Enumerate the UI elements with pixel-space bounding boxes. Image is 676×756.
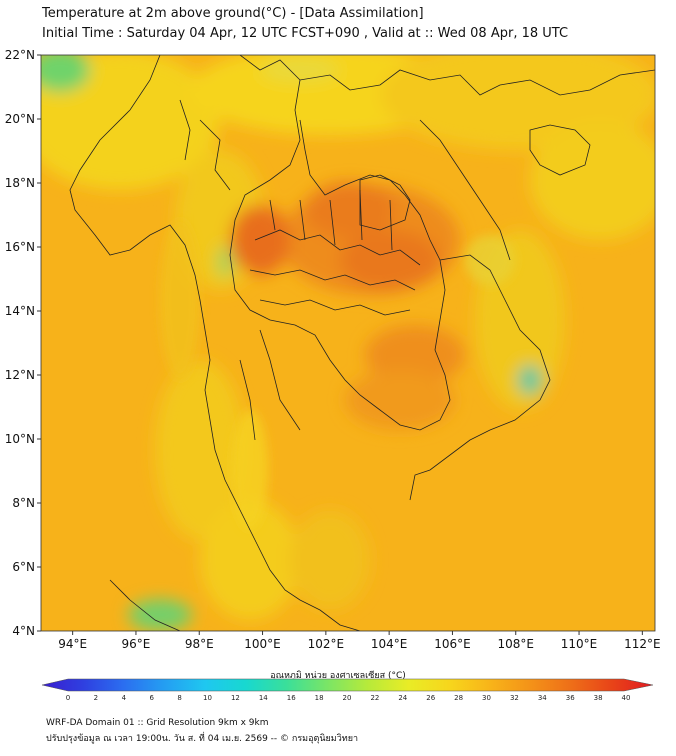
- colorbar-tick-label: 10: [203, 694, 212, 702]
- lat-tick-label: 10°N: [5, 432, 35, 446]
- lat-tick-label: 12°N: [5, 368, 35, 382]
- lon-tick-label: 96°E: [122, 637, 151, 651]
- lat-tick-label: 16°N: [5, 240, 35, 254]
- colorbar-tick-label: 36: [566, 694, 575, 702]
- colorbar-title: อุณหภูมิ หน่วย องศาเซลเซียส (°C): [270, 671, 406, 681]
- colorbar-tick-label: 26: [426, 694, 435, 702]
- colorbar-tick-label: 0: [66, 694, 70, 702]
- colorbar-tick-label: 4: [122, 694, 127, 702]
- lat-tick-label: 6°N: [12, 560, 35, 574]
- colorbar-tick-label: 18: [315, 694, 324, 702]
- colorbar-tick-label: 32: [510, 694, 519, 702]
- lat-tick-label: 8°N: [12, 496, 35, 510]
- map-subtitle: Initial Time : Saturday 04 Apr, 12 UTC F…: [42, 26, 569, 41]
- lon-tick-label: 94°E: [58, 637, 87, 651]
- temperature-colorbar: 0 2 4 6 8 10 12 14 16 18 20 22 24 26 28 30 32 34 36 38 40: [41, 678, 654, 702]
- temperature-field: [41, 55, 655, 631]
- map-title: Temperature at 2m above ground(°C) - [Da…: [42, 6, 424, 21]
- colorbar-tick-label: 2: [94, 694, 98, 702]
- colorbar-tick-label: 6: [149, 694, 154, 702]
- colorbar-tick-label: 38: [594, 694, 603, 702]
- lon-tick-label: 110°E: [561, 637, 598, 651]
- lon-tick-label: 112°E: [624, 637, 661, 651]
- colorbar-tick-label: 8: [177, 694, 181, 702]
- footer-update-info: ปรับปรุงข้อมูล ณ เวลา 19:00น. วัน ส. ที่…: [46, 734, 359, 744]
- lon-tick-label: 106°E: [434, 637, 471, 651]
- colorbar-tick-label: 22: [370, 694, 379, 702]
- colorbar-tick-label: 28: [454, 694, 463, 702]
- longitude-axis: 94°E 96°E 98°E 100°E 102°E 104°E 106°E 108°E 110…: [58, 631, 661, 651]
- lon-tick-label: 104°E: [371, 637, 408, 651]
- boundaries: [69, 55, 655, 631]
- plot-frame: [40, 54, 656, 632]
- lon-tick-label: 108°E: [497, 637, 534, 651]
- lat-tick-label: 22°N: [5, 48, 35, 62]
- lon-tick-label: 102°E: [308, 637, 345, 651]
- lat-tick-label: 20°N: [5, 112, 35, 126]
- temperature-map: 22°N 20°N 18°N 16°N 14°N 12°N 10°N 8°N 6°N 4°N 94…: [5, 48, 661, 651]
- footer-model-info: WRF-DA Domain 01 :: Grid Resolution 9km …: [46, 718, 269, 728]
- colorbar-tick-label: 40: [622, 694, 631, 702]
- colorbar-tick-label: 20: [343, 694, 352, 702]
- colorbar-tick-label: 14: [259, 694, 268, 702]
- lon-tick-label: 98°E: [185, 637, 214, 651]
- colorbar-bar: [41, 678, 654, 692]
- lon-tick-label: 100°E: [244, 637, 281, 651]
- colorbar-tick-label: 30: [482, 694, 491, 702]
- colorbar-tick-label: 12: [231, 694, 240, 702]
- colorbar-tick-label: 34: [538, 694, 547, 702]
- lat-tick-label: 4°N: [12, 624, 35, 638]
- colorbar-ticks: 0 2 4 6 8 10 12 14 16 18 20 22 24 26 28 30 32 34 36 38 40: [66, 694, 631, 702]
- colorbar-tick-label: 24: [398, 694, 407, 702]
- lat-tick-label: 18°N: [5, 176, 35, 190]
- lat-tick-label: 14°N: [5, 304, 35, 318]
- colorbar-tick-label: 16: [287, 694, 296, 702]
- latitude-axis: 22°N 20°N 18°N 16°N 14°N 12°N 10°N 8°N 6°N 4°N: [5, 48, 41, 638]
